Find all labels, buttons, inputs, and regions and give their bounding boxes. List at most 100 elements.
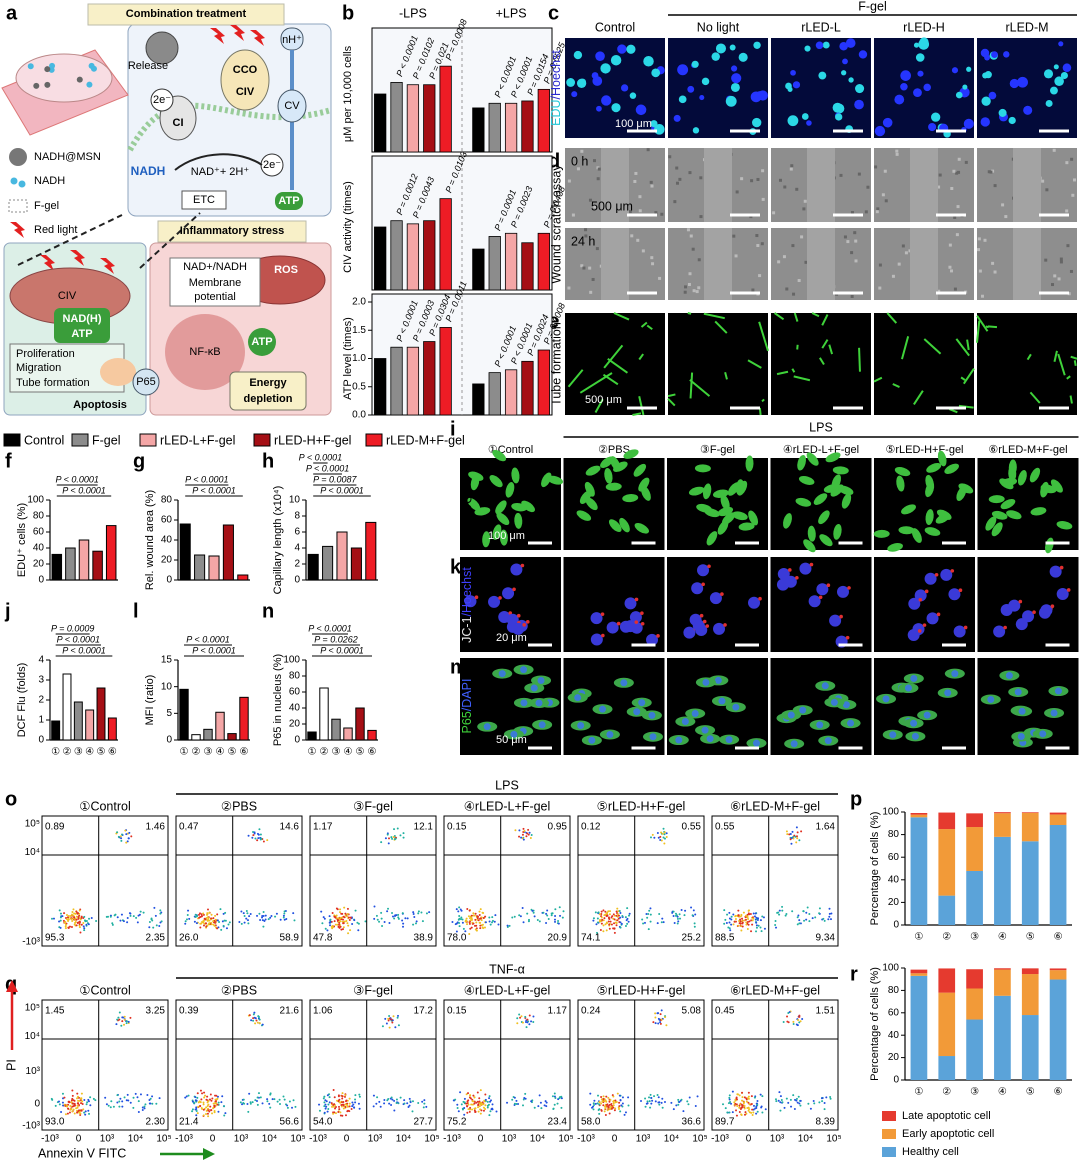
x-tick-label: -10³	[175, 1134, 193, 1145]
event-dot	[798, 1015, 801, 1018]
tube	[958, 404, 974, 409]
jc-dot	[1032, 610, 1036, 615]
event-dot	[619, 926, 622, 929]
y-tick-label: 0	[166, 575, 172, 586]
texture	[1059, 260, 1063, 264]
event-dot	[204, 922, 207, 925]
schematic-label: NADH@MSN	[34, 151, 101, 163]
event-dot	[621, 915, 624, 918]
event-dot	[243, 915, 246, 918]
x-tick-label: -10³	[711, 1134, 729, 1145]
texture	[876, 207, 880, 211]
x-tick-label: 10⁵	[826, 1134, 841, 1145]
column-header: rLED-H	[903, 20, 945, 34]
event-dot	[693, 925, 696, 928]
column-header: ④rLED-L+F-gel	[464, 983, 551, 997]
particle	[44, 81, 51, 88]
event-dot	[343, 1095, 346, 1098]
quadrant-value: 5.08	[682, 1006, 702, 1017]
event-dot	[553, 1103, 556, 1106]
event-dot	[560, 1106, 563, 1109]
event-dot	[613, 918, 616, 921]
event-dot	[464, 930, 467, 933]
event-dot	[805, 911, 808, 914]
event-dot	[607, 916, 610, 919]
bar	[423, 220, 436, 291]
nucleus	[714, 676, 722, 684]
event-dot	[676, 922, 679, 925]
event-dot	[598, 1103, 601, 1106]
event-dot	[552, 1107, 555, 1110]
event-dot	[348, 1097, 351, 1100]
event-dot	[393, 1109, 396, 1112]
bar	[521, 360, 534, 416]
event-dot	[660, 1101, 663, 1104]
nucleus	[1054, 687, 1062, 695]
tube	[1053, 350, 1058, 362]
event-dot	[818, 907, 821, 910]
event-dot	[653, 836, 656, 839]
event-dot	[592, 917, 595, 920]
event-dot	[477, 1106, 480, 1109]
event-dot	[243, 1102, 246, 1105]
event-dot	[269, 1092, 272, 1095]
event-dot	[725, 922, 728, 925]
event-dot	[239, 1101, 242, 1104]
event-dot	[292, 912, 295, 915]
event-dot	[120, 913, 123, 916]
bar	[227, 733, 237, 741]
event-dot	[540, 1107, 543, 1110]
event-dot	[557, 920, 560, 923]
texture	[636, 238, 640, 242]
event-dot	[612, 1106, 615, 1109]
row-label: Wound scratch assay	[549, 164, 563, 284]
texture	[950, 187, 954, 191]
column-header: ⑤rLED-H+F-gel	[597, 799, 686, 813]
event-dot	[619, 921, 622, 924]
event-dot	[83, 1098, 86, 1101]
stacked-bar	[966, 870, 983, 925]
legend-swatch	[882, 1129, 896, 1139]
event-dot	[273, 1098, 276, 1101]
event-dot	[789, 838, 792, 841]
event-dot	[263, 919, 266, 922]
cell	[848, 77, 854, 83]
event-dot	[86, 1101, 89, 1104]
event-dot	[484, 1098, 487, 1101]
event-dot	[59, 919, 62, 922]
event-dot	[214, 1101, 217, 1104]
event-dot	[609, 920, 612, 923]
nucleus	[681, 718, 689, 726]
tube	[638, 396, 645, 416]
cell	[596, 105, 602, 112]
event-dot	[751, 923, 754, 926]
event-dot	[602, 909, 605, 912]
event-dot	[205, 1109, 208, 1112]
tube	[913, 390, 924, 405]
stacked-bar	[938, 895, 956, 925]
event-dot	[85, 1103, 88, 1106]
texture	[789, 167, 793, 171]
nucleus	[816, 583, 829, 596]
cell	[818, 510, 830, 525]
event-dot	[268, 1102, 271, 1105]
event-dot	[212, 920, 215, 923]
x-tick-label: ⑤	[356, 747, 365, 758]
event-dot	[397, 916, 400, 919]
jc-dot	[1059, 565, 1064, 570]
y-tick-label: 40	[33, 543, 45, 554]
y-tick-label: 0	[166, 735, 172, 746]
nucleus	[907, 628, 920, 641]
quadrant-value: 12.1	[414, 822, 434, 833]
event-dot	[72, 908, 75, 911]
event-dot	[82, 921, 85, 924]
event-dot	[293, 919, 296, 922]
nucleus	[847, 719, 855, 727]
cell	[1043, 69, 1054, 79]
y-tick-label: 40	[289, 703, 301, 714]
event-dot	[254, 837, 257, 840]
event-dot	[728, 921, 731, 924]
event-dot	[383, 1099, 386, 1102]
event-dot	[626, 917, 629, 920]
event-dot	[783, 1106, 786, 1109]
